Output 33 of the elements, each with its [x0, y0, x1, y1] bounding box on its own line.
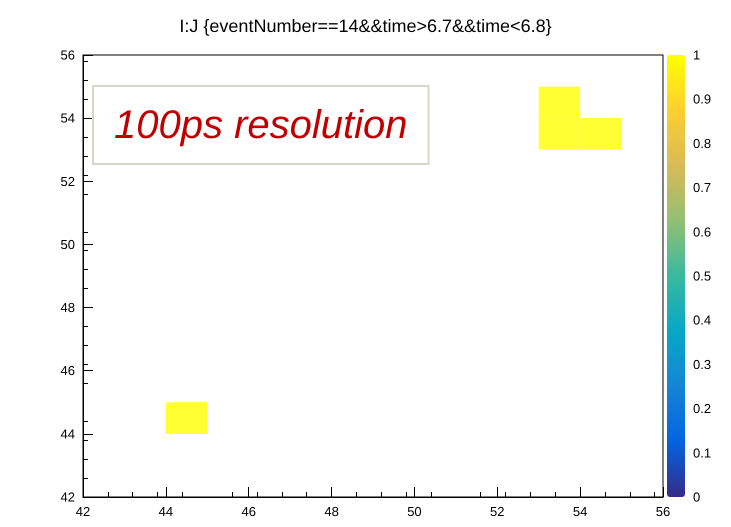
color-bar-label: 0.3: [693, 356, 712, 372]
y-tick-label: 42: [60, 490, 75, 504]
y-tick-label: 52: [60, 174, 75, 189]
color-bar-label: 0.8: [693, 136, 712, 151]
point: [538, 118, 580, 150]
point: [166, 402, 208, 434]
y-tick-label: 46: [60, 363, 75, 378]
color-bar-label: 1: [693, 48, 700, 62]
x-tick-label: 54: [572, 504, 588, 519]
color-bar-label: 0.2: [693, 401, 712, 416]
color-bar-label: 0.7: [693, 180, 712, 196]
color-bar-label: 0.5: [693, 268, 712, 284]
x-tick-label: 50: [407, 504, 422, 519]
point: [538, 86, 580, 118]
y-tick-label: 54: [60, 110, 75, 126]
color-bar-label: 0.6: [693, 224, 712, 240]
color-bar-label: 0: [693, 490, 700, 504]
x-tick-label: 42: [76, 504, 90, 519]
chart-title: I:J {eventNumber==14&&time>6.7&&time<6.8}: [179, 16, 552, 36]
annotation: 100ps resolution: [114, 103, 408, 147]
x-tick-label: 46: [241, 504, 256, 519]
y-tick-label: 48: [60, 300, 75, 316]
color-bar-label: 0.4: [693, 312, 712, 328]
point: [580, 118, 622, 150]
x-tick-label: 48: [324, 504, 339, 519]
y-tick-label: 56: [60, 48, 75, 62]
color-bar-label: 0.9: [693, 92, 712, 107]
x-tick-label: 52: [490, 504, 505, 519]
x-tick-label: 56: [656, 504, 670, 519]
y-tick-label: 44: [60, 426, 75, 442]
color-bar-label: 0.1: [693, 445, 712, 460]
x-tick-label: 44: [158, 504, 174, 519]
y-tick-label: 50: [60, 236, 75, 252]
